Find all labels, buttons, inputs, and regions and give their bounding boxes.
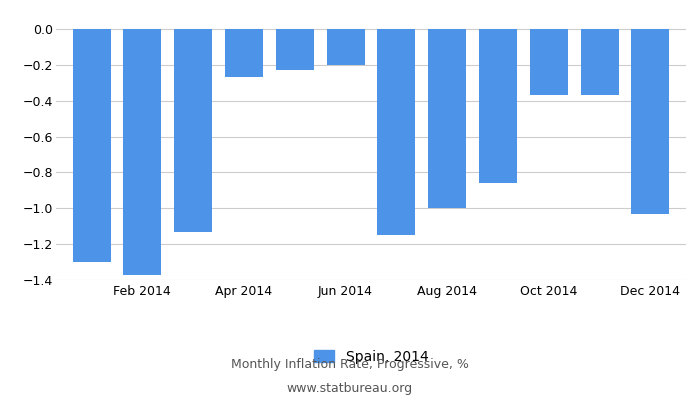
Bar [276, 29, 314, 70]
Bar [631, 29, 669, 214]
Legend: Spain, 2014: Spain, 2014 [308, 344, 434, 369]
Text: www.statbureau.org: www.statbureau.org [287, 382, 413, 395]
Bar [73, 29, 111, 262]
Bar [580, 29, 619, 95]
Bar [174, 29, 212, 232]
Bar [377, 29, 416, 235]
Bar [225, 29, 263, 77]
Bar [326, 29, 365, 65]
Bar [479, 29, 517, 183]
Bar [530, 29, 568, 95]
Bar [428, 29, 466, 208]
Bar [123, 29, 162, 275]
Text: Monthly Inflation Rate, Progressive, %: Monthly Inflation Rate, Progressive, % [231, 358, 469, 371]
